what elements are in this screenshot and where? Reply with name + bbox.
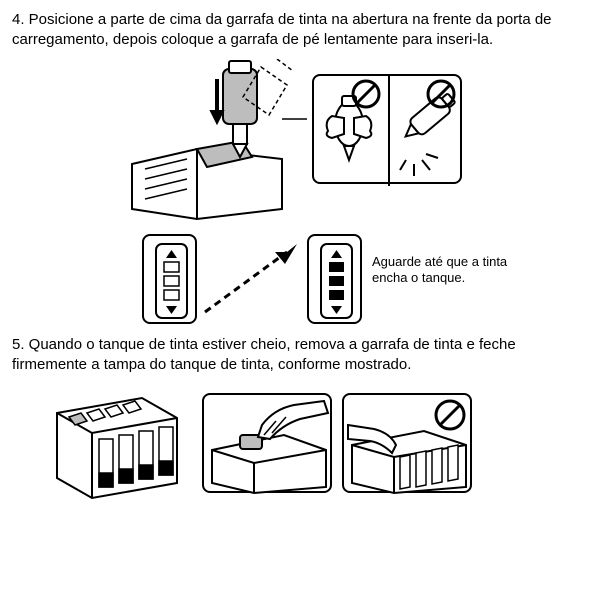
prohibit-icon bbox=[353, 81, 379, 107]
step4-instruction: 4. Posicione a parte de cima da garrafa … bbox=[12, 10, 588, 51]
ink-tank-illustration bbox=[47, 383, 182, 503]
level-indicator-empty bbox=[142, 234, 197, 324]
step5-instruction: 5. Quando o tanque de tinta estiver chei… bbox=[12, 335, 588, 376]
fill-arrow-icon bbox=[197, 234, 307, 324]
close-lid-panel bbox=[202, 393, 332, 493]
step5-diagram bbox=[12, 383, 588, 513]
prohibit-icon bbox=[436, 401, 464, 429]
level-indicator-full bbox=[307, 234, 362, 324]
step4-prohibit-panel bbox=[312, 74, 462, 184]
step4-caption: Aguarde até que a tinta encha o tanque. bbox=[372, 254, 522, 288]
step4-diagram: Aguarde até que a tinta encha o tanque. bbox=[12, 59, 588, 329]
bottle-insert-illustration bbox=[127, 59, 307, 224]
step5-prohibit-panel bbox=[342, 393, 472, 493]
